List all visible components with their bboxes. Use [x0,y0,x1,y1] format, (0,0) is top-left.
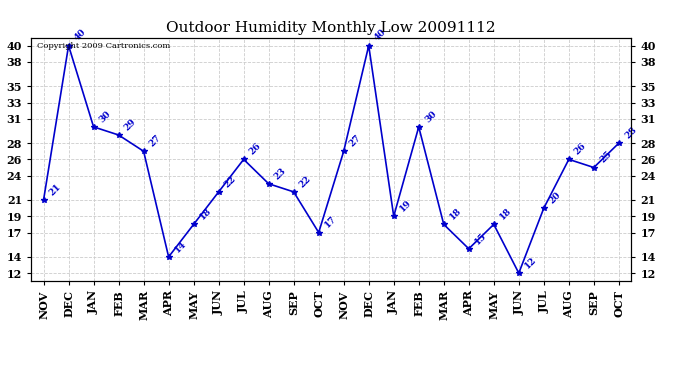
Text: 22: 22 [298,174,313,189]
Text: 27: 27 [348,133,363,148]
Text: 30: 30 [98,109,113,124]
Text: 25: 25 [598,150,613,165]
Text: 26: 26 [248,141,263,157]
Text: 20: 20 [548,190,563,206]
Text: 40: 40 [72,28,88,43]
Text: 14: 14 [172,239,188,254]
Text: 17: 17 [323,214,338,230]
Text: 23: 23 [273,166,288,181]
Title: Outdoor Humidity Monthly Low 20091112: Outdoor Humidity Monthly Low 20091112 [166,21,496,35]
Text: 15: 15 [473,231,489,246]
Text: 29: 29 [123,117,138,132]
Text: Copyright 2009 Cartronics.com: Copyright 2009 Cartronics.com [37,42,170,50]
Text: 27: 27 [148,133,163,148]
Text: 26: 26 [573,141,589,157]
Text: 18: 18 [198,206,213,222]
Text: 30: 30 [423,109,438,124]
Text: 19: 19 [398,198,413,213]
Text: 28: 28 [623,125,638,140]
Text: 18: 18 [448,206,463,222]
Text: 40: 40 [373,28,388,43]
Text: 21: 21 [48,182,63,197]
Text: 22: 22 [223,174,238,189]
Text: 12: 12 [523,255,538,270]
Text: 18: 18 [498,206,513,222]
